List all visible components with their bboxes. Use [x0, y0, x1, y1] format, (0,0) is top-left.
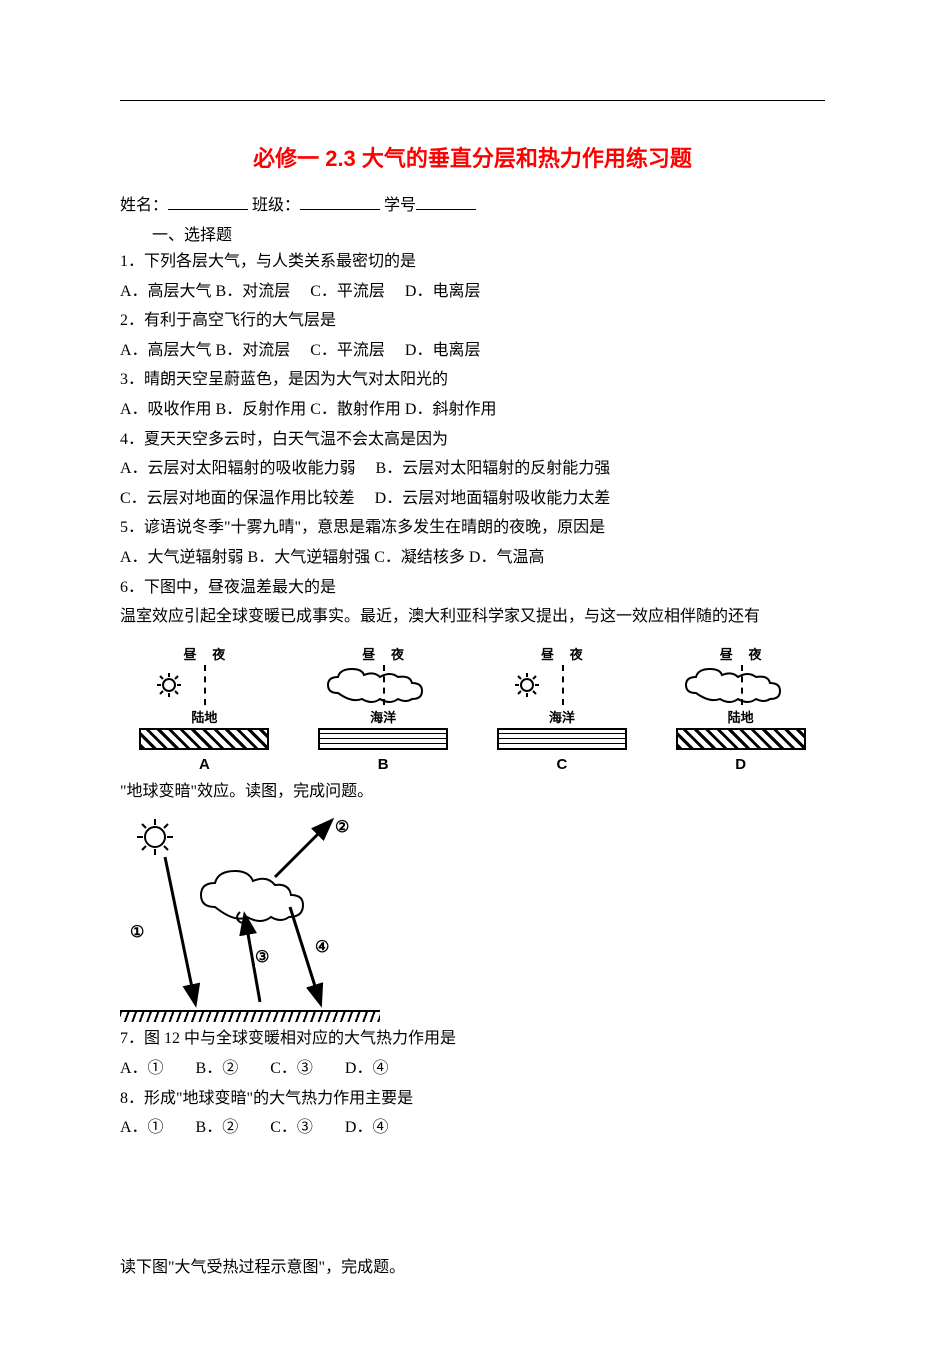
document-title: 必修一 2.3 大气的垂直分层和热力作用练习题: [120, 141, 825, 173]
top-rule: [120, 100, 825, 101]
figure-b: 昼 夜 海洋 B: [299, 644, 468, 773]
diagram2-ground: [120, 1010, 380, 1022]
diagram2-label-4: ④: [315, 937, 329, 957]
diagram2-svg: [120, 812, 380, 1012]
q8-stem: 8．形成"地球变暗"的大气热力作用主要是: [120, 1086, 825, 1112]
q5-stem: 5．谚语说冬季"十雾九晴"，意思是霜冻多发生在晴朗的夜晚，原因是: [120, 515, 825, 541]
q6-stem: 6．下图中，昼夜温差最大的是: [120, 575, 825, 601]
name-blank[interactable]: [168, 193, 248, 210]
fig-a-surface: [139, 728, 269, 750]
diagram2-label-2: ②: [335, 817, 349, 837]
q5-options: A．大气逆辐射弱 B．大气逆辐射强 C．凝结核多 D．气温高: [120, 545, 825, 571]
fig-a-letter: A: [199, 756, 210, 773]
diagram-heat-process: ① ② ③ ④: [120, 812, 380, 1022]
name-label: 姓名：: [120, 197, 168, 214]
fig-d-day: 昼: [720, 644, 733, 663]
fig-c-night: 夜: [570, 644, 583, 663]
figure-a: 昼 夜: [120, 644, 289, 773]
fig-c-surface-label: 海洋: [549, 707, 575, 726]
figure-row-abcd: 昼 夜: [120, 644, 825, 773]
q1-options: A．高层大气 B．对流层 C．平流层 D．电离层: [120, 279, 825, 305]
q2-options: A．高层大气 B．对流层 C．平流层 D．电离层: [120, 338, 825, 364]
fig-d-letter: D: [735, 756, 746, 773]
q8-options: A．① B．② C．③ D．④: [120, 1115, 825, 1141]
vertical-gap: [120, 1145, 825, 1255]
fig-a-day: 昼: [184, 644, 197, 663]
id-blank[interactable]: [416, 193, 476, 210]
fig-a-surface-label: 陆地: [191, 707, 217, 726]
q4-options-line1: A．云层对太阳辐射的吸收能力弱 B．云层对太阳辐射的反射能力强: [120, 456, 825, 482]
diagram2-label-3: ③: [255, 947, 269, 967]
after-figure-text: "地球变暗"效应。读图，完成问题。: [120, 779, 825, 805]
fig-d-surface-label: 陆地: [728, 707, 754, 726]
fig-d-night: 夜: [748, 644, 761, 663]
q7-options: A．① B．② C．③ D．④: [120, 1056, 825, 1082]
q2-stem: 2．有利于高空飞行的大气层是: [120, 308, 825, 334]
fig-b-letter: B: [378, 756, 389, 773]
fig-a-night: 夜: [212, 644, 225, 663]
student-info-line: 姓名： 班级： 学号: [120, 191, 825, 215]
q3-options: A．吸收作用 B．反射作用 C．散射作用 D．斜射作用: [120, 397, 825, 423]
q6-intro: 温室效应引起全球变暖已成事实。最近，澳大利亚科学家又提出，与这一效应相伴随的还有: [120, 604, 825, 630]
fig-c-letter: C: [556, 756, 567, 773]
section-1-label: 一、选择题: [152, 221, 825, 245]
figure-d: 昼 夜 陆地 D: [656, 644, 825, 773]
fig-c-surface: [497, 728, 627, 750]
fig-b-day: 昼: [362, 644, 375, 663]
fig-b-surface: [318, 728, 448, 750]
fig-b-surface-label: 海洋: [370, 707, 396, 726]
fig-c-day: 昼: [541, 644, 554, 663]
figure-c: 昼 夜: [478, 644, 647, 773]
tail-text: 读下图"大气受热过程示意图"，完成题。: [120, 1255, 825, 1281]
q1-stem: 1．下列各层大气，与人类关系最密切的是: [120, 249, 825, 275]
fig-d-surface: [676, 728, 806, 750]
diagram2-label-1: ①: [130, 922, 144, 942]
page: 必修一 2.3 大气的垂直分层和热力作用练习题 姓名： 班级： 学号 一、选择题…: [0, 0, 945, 1346]
id-label: 学号: [384, 197, 416, 214]
q4-stem: 4．夏天天空多云时，白天气温不会太高是因为: [120, 427, 825, 453]
q7-stem: 7．图 12 中与全球变暖相对应的大气热力作用是: [120, 1026, 825, 1052]
class-blank[interactable]: [300, 193, 380, 210]
q3-stem: 3．晴朗天空呈蔚蓝色，是因为大气对太阳光的: [120, 367, 825, 393]
fig-b-night: 夜: [391, 644, 404, 663]
q4-options-line2: C．云层对地面的保温作用比较差 D．云层对地面辐射吸收能力太差: [120, 486, 825, 512]
class-label: 班级：: [252, 197, 300, 214]
